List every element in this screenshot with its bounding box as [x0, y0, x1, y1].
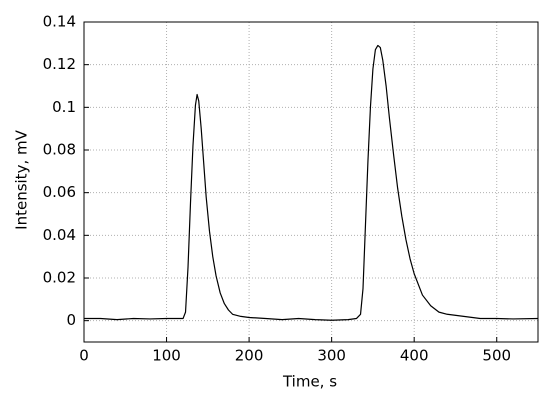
x-axis-label: Time, s — [282, 373, 337, 391]
y-axis-label: Intensity, mV — [13, 129, 31, 229]
y-tick-label: 0 — [66, 311, 76, 329]
y-tick-label: 0.1 — [52, 98, 76, 116]
x-tick-label: 500 — [482, 347, 511, 365]
y-tick-label: 0.04 — [43, 226, 76, 244]
y-tick-label: 0.08 — [43, 141, 76, 159]
x-tick-label: 0 — [79, 347, 89, 365]
x-tick-label: 400 — [400, 347, 429, 365]
data-line — [84, 44, 539, 321]
x-tick-label: 300 — [317, 347, 346, 365]
y-tick-label: 0.14 — [43, 13, 76, 31]
y-tick-label: 0.06 — [43, 183, 76, 201]
x-tick-label: 100 — [152, 347, 181, 365]
x-tick-label: 200 — [235, 347, 264, 365]
y-tick-label: 0.12 — [43, 55, 76, 73]
plot-frame — [83, 21, 539, 343]
y-tick-label: 0.02 — [43, 269, 76, 287]
